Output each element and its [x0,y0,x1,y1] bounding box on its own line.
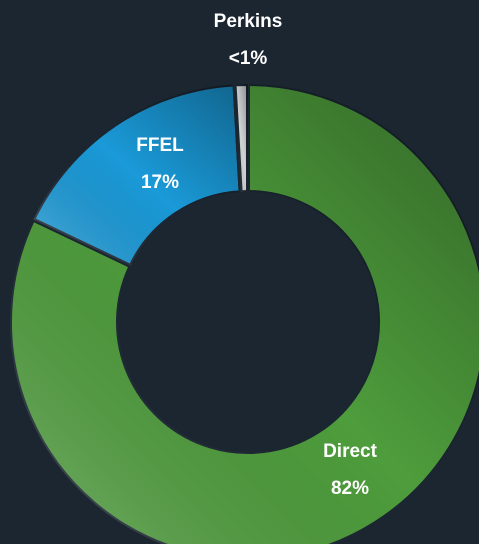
slice-label: FFEL [136,135,184,156]
slice-label: Perkins [214,11,283,32]
slice-value: 17% [141,172,179,193]
slice-label: Direct [323,441,378,462]
slice-value: 82% [331,478,369,499]
slice-value: <1% [229,48,268,69]
